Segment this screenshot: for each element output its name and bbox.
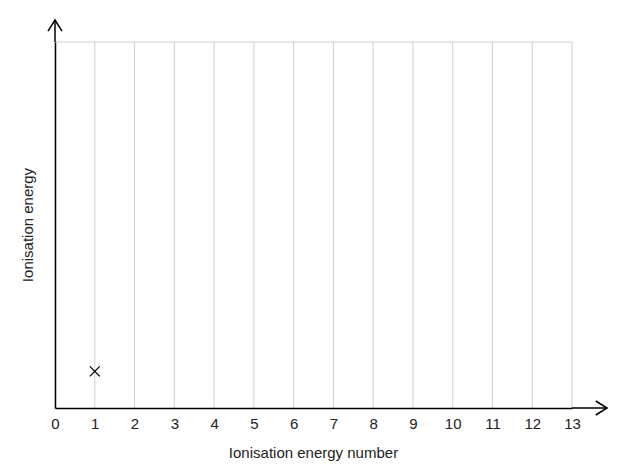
y-axis-line <box>55 43 57 409</box>
grid-line <box>532 42 533 408</box>
plot-frame <box>55 42 572 43</box>
x-tick-label: 7 <box>330 415 338 432</box>
x-tick: 10 <box>445 408 462 432</box>
y-axis-title: Ionisation energy <box>19 167 36 282</box>
x-tick: 9 <box>409 408 417 432</box>
grid-line <box>55 42 56 408</box>
grid-line <box>333 42 334 408</box>
x-tick: 2 <box>131 408 139 432</box>
grid-line <box>492 42 493 408</box>
grid <box>55 42 572 408</box>
x-axis-arrow-head <box>596 401 607 415</box>
x-axis: 012345678910111213 <box>51 408 581 432</box>
x-tick: 0 <box>51 408 59 432</box>
x-axis-title: Ionisation energy number <box>229 444 398 461</box>
x-tick: 6 <box>290 408 298 432</box>
x-tick-label: 10 <box>445 415 462 432</box>
grid-line <box>373 42 374 408</box>
y-axis-arrow-head <box>48 20 62 31</box>
x-tick: 1 <box>91 408 99 432</box>
grid-line <box>134 42 135 408</box>
y-axis <box>55 43 56 409</box>
axis-arrows <box>48 20 607 415</box>
x-tick-label: 5 <box>250 415 258 432</box>
data-point <box>90 366 100 376</box>
x-tick-label: 1 <box>91 415 99 432</box>
x-tick-label: 8 <box>369 415 377 432</box>
marks <box>90 366 100 376</box>
grid-line <box>293 42 294 408</box>
x-tick-label: 0 <box>51 415 59 432</box>
grid-line <box>412 42 413 408</box>
x-tick-label: 12 <box>524 415 541 432</box>
x-tick-label: 9 <box>409 415 417 432</box>
x-tick: 7 <box>330 408 338 432</box>
y-axis-arrow-line <box>54 20 56 42</box>
x-tick-label: 2 <box>131 415 139 432</box>
x-tick-label: 3 <box>171 415 179 432</box>
plot: 012345678910111213 <box>48 20 607 432</box>
x-axis-arrow-line <box>572 407 607 409</box>
x-tick: 13 <box>564 408 581 432</box>
x-tick-label: 11 <box>485 415 501 432</box>
x-tick: 12 <box>524 408 541 432</box>
x-tick-label: 4 <box>210 415 218 432</box>
grid-line <box>94 42 95 408</box>
grid-line <box>572 42 573 408</box>
x-tick: 5 <box>250 408 258 432</box>
grid-line <box>253 42 254 408</box>
x-tick-label: 13 <box>564 415 581 432</box>
grid-line <box>174 42 175 408</box>
grid-line <box>452 42 453 408</box>
x-tick: 4 <box>210 408 218 432</box>
chart: 012345678910111213Ionisation energy numb… <box>0 0 630 468</box>
x-tick: 8 <box>369 408 377 432</box>
x-tick: 11 <box>485 408 501 432</box>
grid-line <box>214 42 215 408</box>
x-axis-line <box>56 408 573 410</box>
x-tick-label: 6 <box>290 415 298 432</box>
x-tick: 3 <box>171 408 179 432</box>
